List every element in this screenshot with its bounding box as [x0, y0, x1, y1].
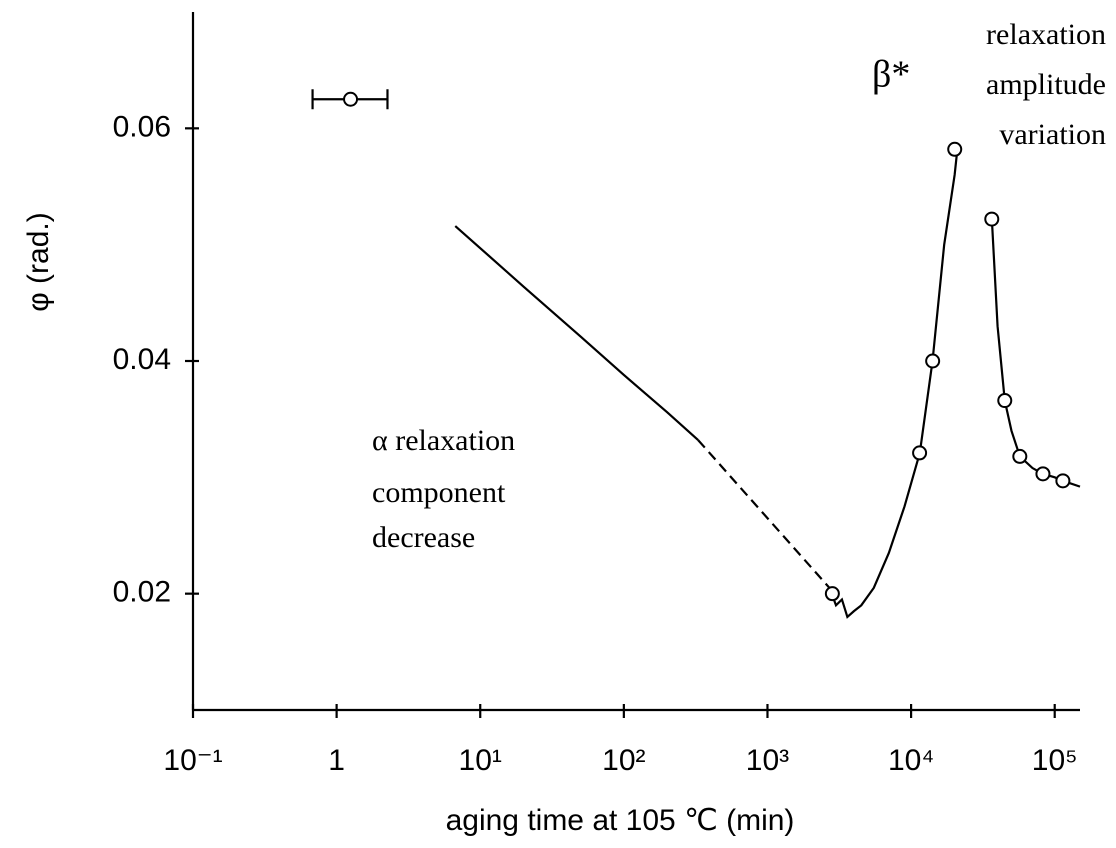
y-tick-label: 0.04	[113, 343, 171, 376]
marker	[925, 353, 941, 369]
y-tick-label: 0.02	[113, 576, 171, 609]
x-axis-label: aging time at 105 ℃ (min)	[446, 804, 795, 837]
annotation: relaxation	[986, 18, 1106, 51]
marker	[1035, 466, 1051, 482]
marker	[912, 445, 928, 461]
annotation: variation	[999, 118, 1106, 151]
marker	[947, 141, 963, 157]
annotation: component	[372, 476, 506, 509]
x-tick-label: 10²	[602, 744, 645, 777]
marker	[343, 91, 359, 107]
annotation: amplitude	[986, 68, 1106, 101]
annotation: β*	[872, 54, 910, 96]
data-line	[454, 225, 699, 441]
marker	[984, 211, 1000, 227]
y-axis-label: φ (rad.)	[22, 212, 55, 311]
x-tick-label: 10³	[746, 744, 789, 777]
x-tick-label: 10¹	[459, 744, 502, 777]
annotation: decrease	[372, 521, 475, 554]
x-tick-label: 10⁻¹	[163, 744, 222, 777]
x-tick-label: 10⁴	[888, 744, 934, 777]
data-line	[697, 439, 831, 589]
data-line	[830, 149, 959, 619]
marker	[997, 393, 1013, 409]
marker	[1055, 473, 1071, 489]
marker	[824, 586, 840, 602]
x-tick-label: 1	[328, 744, 345, 777]
annotation: α relaxation	[372, 424, 515, 457]
marker	[1012, 448, 1028, 464]
y-tick-label: 0.06	[113, 110, 171, 143]
data-line	[990, 219, 1081, 488]
x-tick-label: 10⁵	[1032, 744, 1078, 777]
